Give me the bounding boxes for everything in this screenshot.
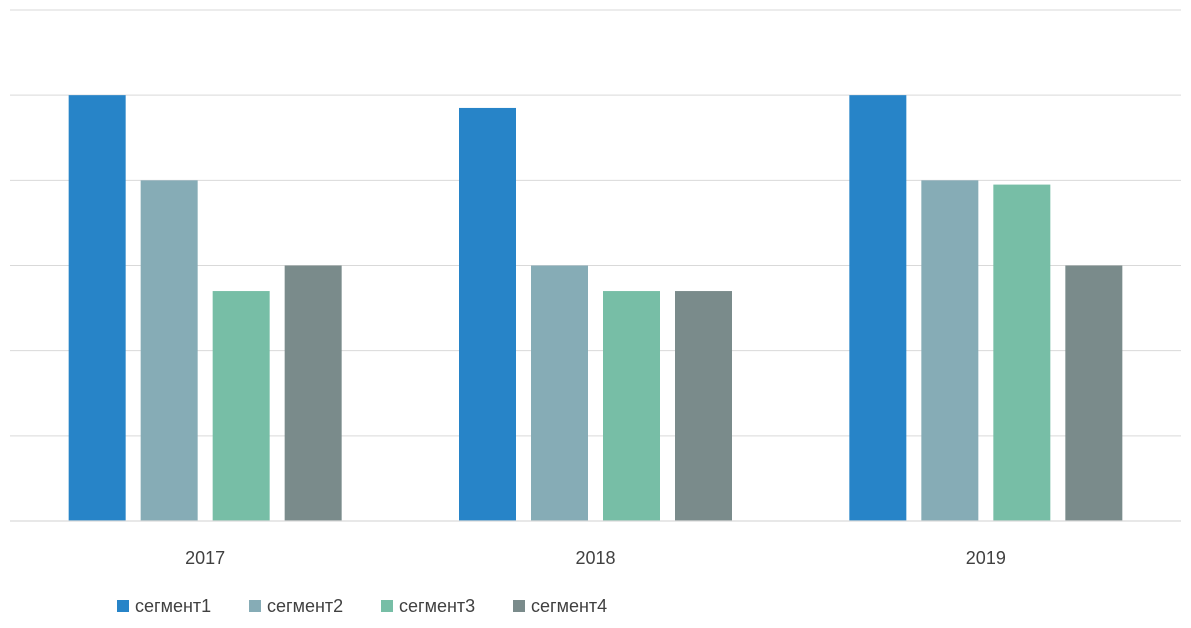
bar-сегмент1-2018 (459, 107, 516, 522)
bar-сегмент2-2019 (921, 180, 979, 522)
legend-swatch (249, 600, 261, 612)
bar-сегмент1-2017 (68, 95, 126, 522)
x-tick-label: 2018 (575, 548, 615, 568)
bar-сегмент2-2018 (531, 265, 588, 521)
legend-label: сегмент2 (267, 596, 343, 616)
bar-сегмент4-2017 (284, 265, 342, 521)
bar-сегмент4-2019 (1065, 265, 1123, 521)
bars (68, 95, 1123, 522)
legend-swatch (513, 600, 525, 612)
bar-сегмент4-2018 (675, 291, 732, 521)
x-tick-label: 2019 (966, 548, 1006, 568)
legend-label: сегмент3 (399, 596, 475, 616)
legend-swatch (117, 600, 129, 612)
bar-сегмент1-2019 (849, 95, 907, 522)
legend-label: сегмент1 (135, 596, 211, 616)
legend: сегмент1 сегмент2 сегмент3 сегмент4 (117, 596, 607, 616)
legend-label: сегмент4 (531, 596, 607, 616)
legend-swatch (381, 600, 393, 612)
x-tick-label: 2017 (185, 548, 225, 568)
bar-сегмент2-2017 (140, 180, 198, 522)
bar-сегмент3-2017 (212, 291, 270, 521)
bar-сегмент3-2019 (993, 184, 1051, 521)
gridlines (10, 9, 1181, 437)
bar-сегмент3-2018 (603, 291, 660, 521)
x-tick-labels: 2017 2018 2019 (185, 548, 1006, 568)
